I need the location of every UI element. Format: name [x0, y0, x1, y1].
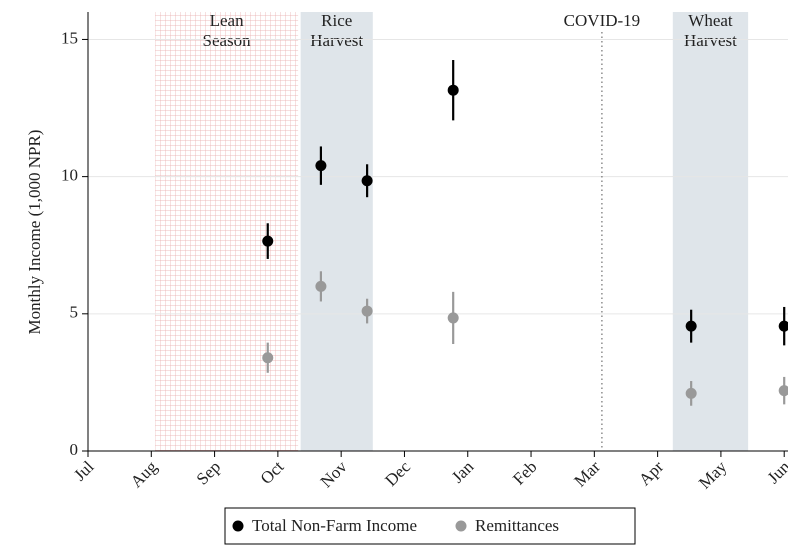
point [361, 175, 373, 187]
region-label: Harvest [684, 31, 737, 50]
y-axis-label: Monthly Income (1,000 NPR) [25, 130, 44, 335]
y-tick-label: 5 [70, 303, 79, 322]
point [361, 305, 373, 317]
region-label: Wheat [688, 11, 733, 30]
point [685, 387, 697, 399]
point [685, 320, 697, 332]
x-tick-label: Jul [70, 457, 98, 485]
x-tick-label: Jun [764, 457, 788, 487]
point [315, 280, 327, 292]
region-label: Harvest [310, 31, 363, 50]
point [447, 312, 459, 324]
legend-marker [455, 520, 467, 532]
legend-marker [232, 520, 244, 532]
region-label: Lean [210, 11, 244, 30]
shaded-region [300, 12, 373, 451]
annotation-label: COVID-19 [564, 11, 641, 30]
y-tick-label: 15 [61, 28, 78, 47]
point [315, 160, 327, 172]
point [447, 84, 459, 96]
x-tick-label: Sep [193, 457, 224, 488]
x-tick-label: Nov [317, 457, 351, 491]
point [778, 385, 788, 397]
x-tick-label: Dec [381, 457, 414, 490]
legend-label: Remittances [475, 516, 559, 535]
shaded-region [672, 12, 749, 451]
x-tick-label: Oct [257, 457, 288, 488]
x-tick-label: Feb [509, 457, 540, 488]
x-tick-label: Jan [448, 457, 478, 487]
point [778, 320, 788, 332]
y-tick-label: 0 [70, 440, 79, 459]
x-tick-label: Aug [127, 457, 161, 491]
region-label: Season [203, 31, 252, 50]
shaded-region [155, 12, 299, 451]
x-tick-label: May [695, 457, 731, 493]
x-tick-label: Mar [570, 457, 604, 491]
x-tick-label: Apr [635, 457, 667, 489]
legend-box [224, 507, 636, 545]
point [262, 352, 274, 364]
y-tick-label: 10 [61, 166, 78, 185]
point [262, 235, 274, 247]
region-label: Rice [321, 11, 352, 30]
legend-label: Total Non-Farm Income [252, 516, 417, 535]
